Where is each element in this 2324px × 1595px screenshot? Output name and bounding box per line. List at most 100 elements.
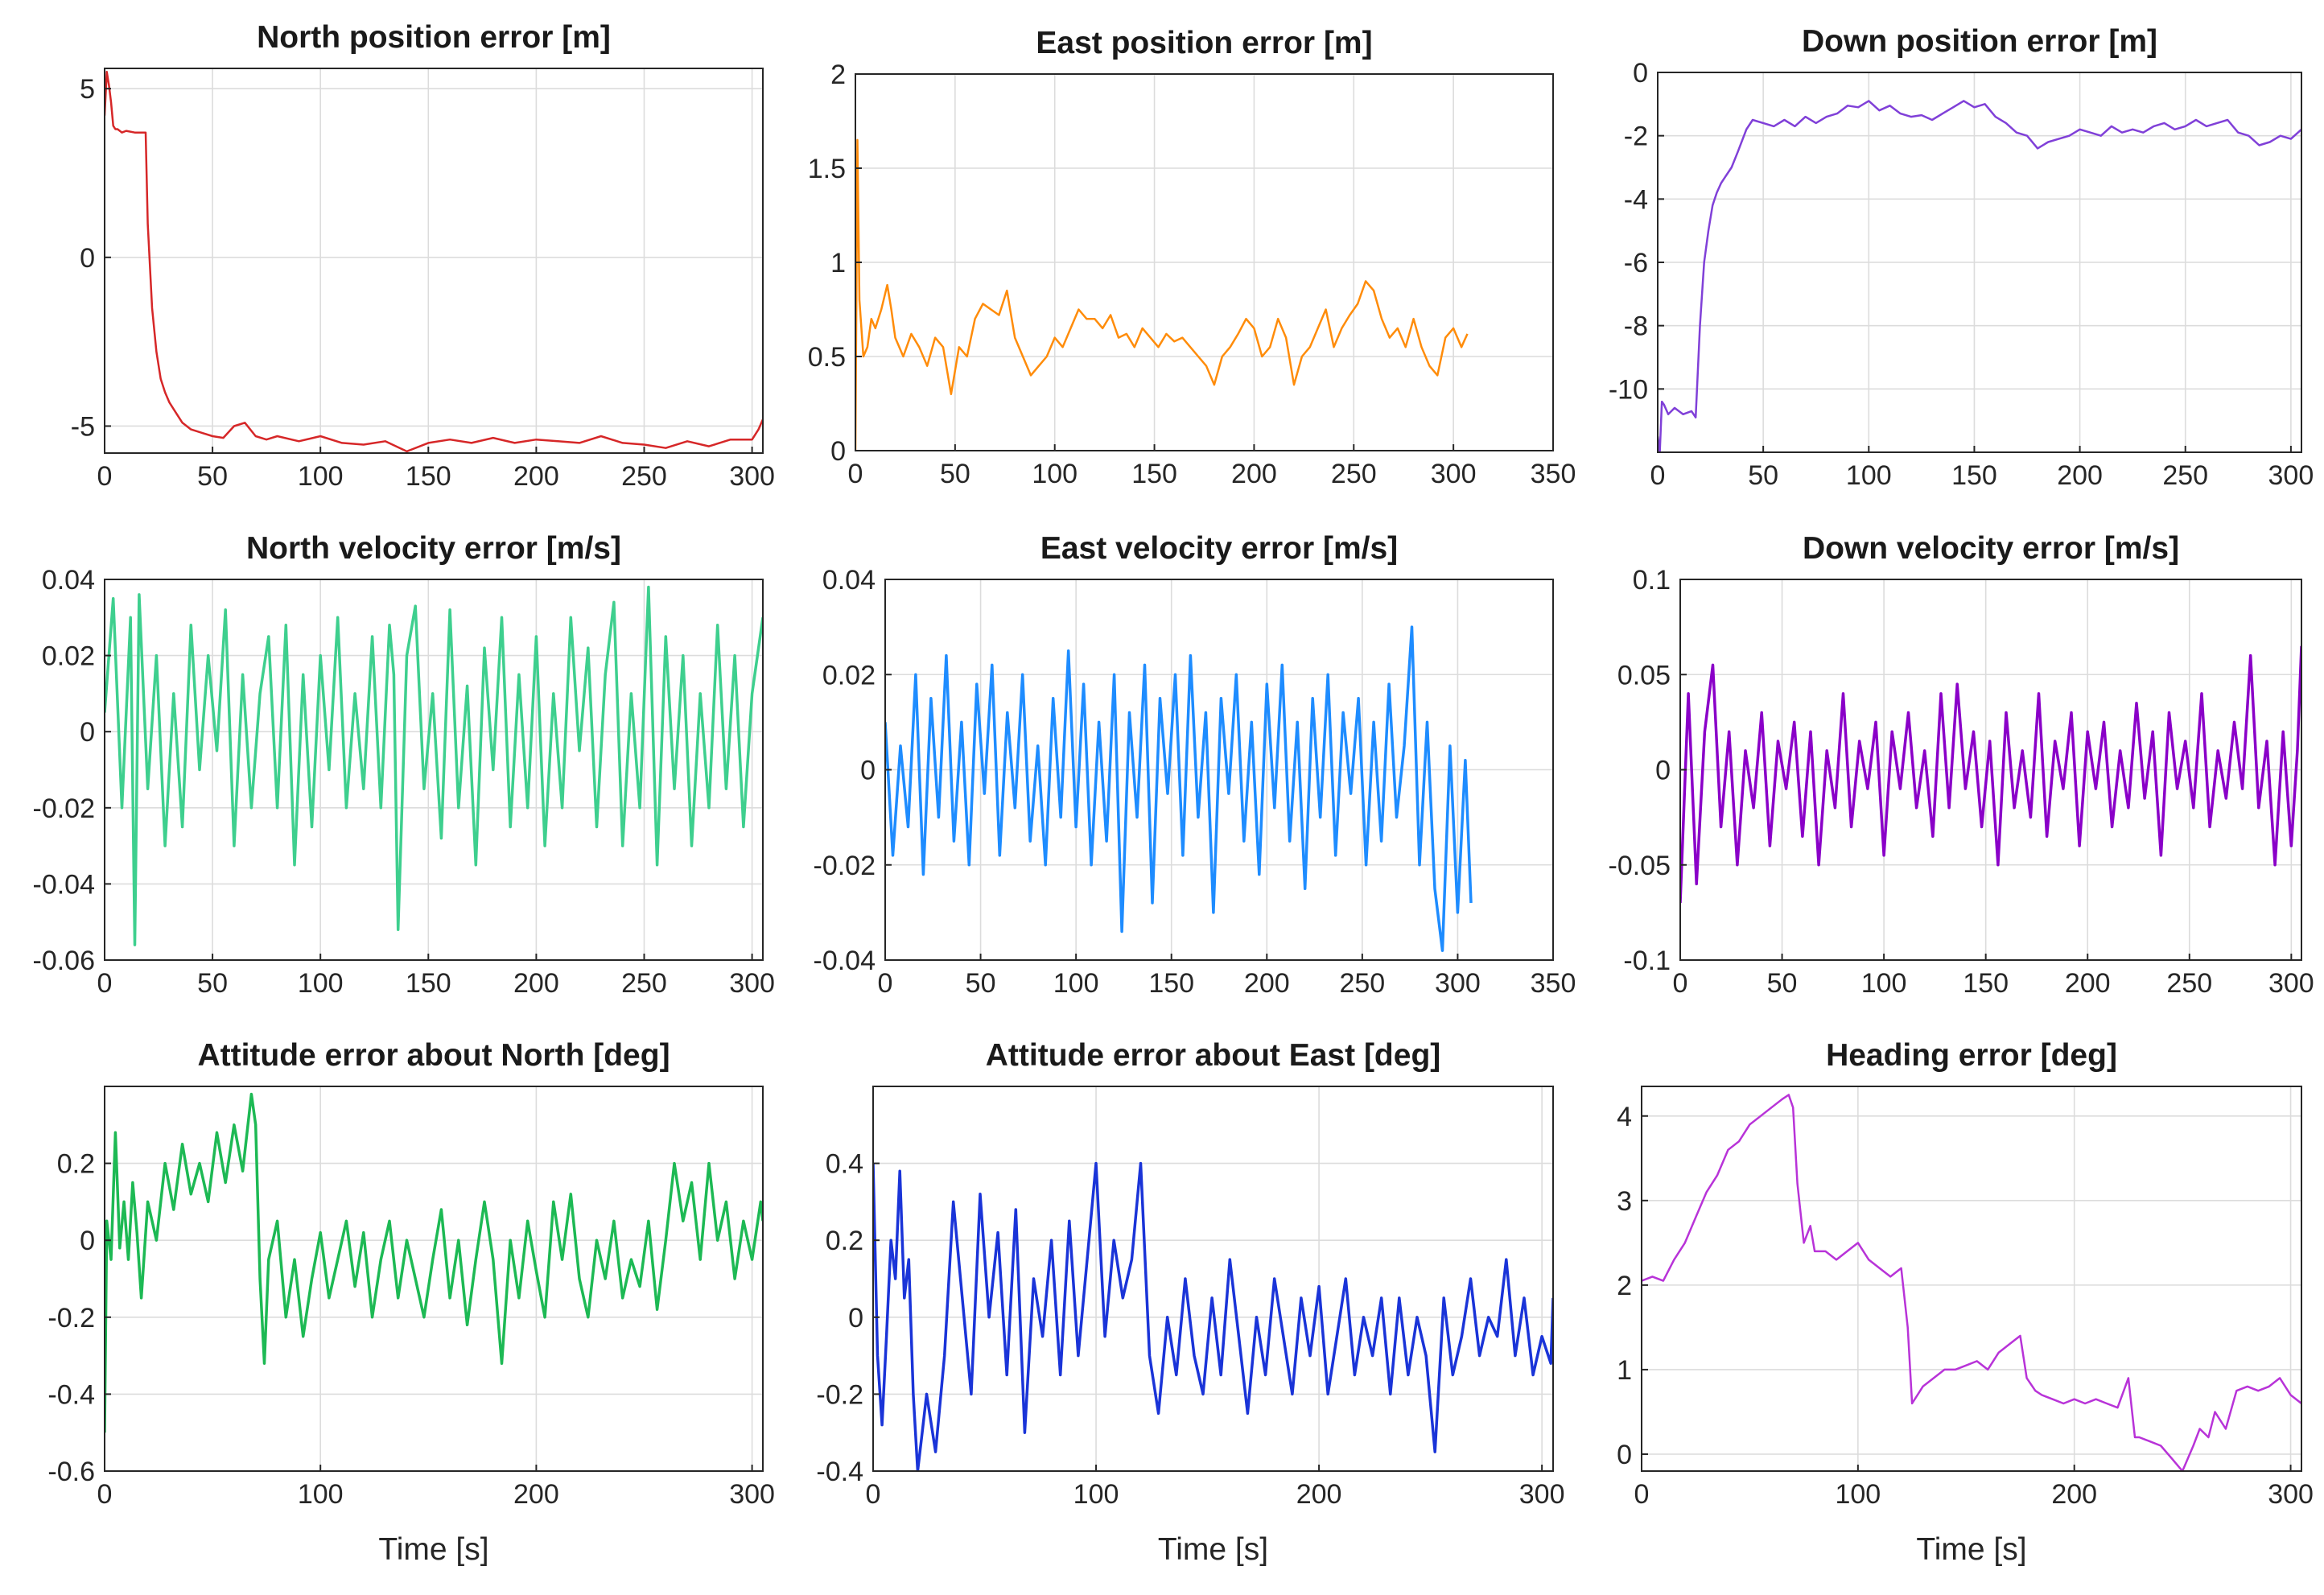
y-tick-label: 0.05 xyxy=(1617,660,1671,690)
plot-title: East velocity error [m/s] xyxy=(1040,531,1398,566)
y-tick-label: 2 xyxy=(830,60,846,90)
panel-attitude-error-north: 0 100 200 300 0.2 0 -0.2 -0.4 -0.6 Attitude error… xyxy=(47,1038,775,1567)
y-tick-label: 4 xyxy=(1617,1102,1632,1132)
series-line-north-velocity-error xyxy=(105,585,763,946)
axes-box xyxy=(872,1086,1554,1472)
y-tick-label: 0 xyxy=(1655,756,1671,786)
plot-title: North position error [m] xyxy=(257,20,611,55)
x-tick-label: 300 xyxy=(1435,968,1481,999)
x-axis-label: Time [s] xyxy=(1916,1532,2026,1567)
x-tick-label: 300 xyxy=(2268,968,2314,999)
panel-down-position-error: 0 50 100 150 200 250 300 0 -2 -4 -6 -8 -10 Down posit… xyxy=(1609,24,2314,491)
plot-title: Heading error [deg] xyxy=(1826,1038,2117,1073)
x-axis-label: Time [s] xyxy=(1158,1532,1268,1567)
x-tick-label: 350 xyxy=(1531,968,1576,999)
x-tick-label: 300 xyxy=(1519,1479,1565,1510)
y-tick-label: 0.1 xyxy=(1633,565,1671,596)
x-tick-label: 100 xyxy=(1835,1479,1881,1510)
series-line-east-velocity-error xyxy=(885,625,1473,952)
x-tick-label: 100 xyxy=(1073,1479,1119,1510)
y-tick-label: 0.4 xyxy=(826,1149,863,1180)
axes-box xyxy=(104,68,764,454)
y-tick-label: 5 xyxy=(80,74,95,105)
x-tick-label: 350 xyxy=(1531,459,1576,489)
series-line-attitude-error-about-north xyxy=(105,1092,763,1433)
x-tick-label: 300 xyxy=(729,1479,775,1510)
y-tick-label: -5 xyxy=(71,411,95,442)
y-tick-label: -4 xyxy=(1624,184,1648,215)
x-tick-label: 0 xyxy=(1634,1479,1650,1510)
x-tick-label: 150 xyxy=(1148,968,1194,999)
axes-box xyxy=(104,1086,764,1472)
x-tick-label: 300 xyxy=(1431,459,1477,489)
panel-north-velocity-error: 0 50 100 150 200 250 300 0.04 0.02 0 -0.02 -0.04 -0.… xyxy=(33,531,775,999)
x-tick-label: 200 xyxy=(2065,968,2111,999)
panel-heading-error: 0 100 200 300 4 3 2 1 0 Heading error [deg] Time [… xyxy=(1617,1038,2314,1567)
y-tick-label: 0 xyxy=(80,243,95,274)
x-tick-label: 50 xyxy=(1748,460,1778,491)
y-tick-label: -0.04 xyxy=(814,946,876,976)
series-line-east-position-error xyxy=(855,138,1469,451)
x-tick-label: 50 xyxy=(197,461,228,492)
y-tick-label: 1 xyxy=(1617,1355,1632,1386)
y-tick-label: 3 xyxy=(1617,1186,1632,1217)
y-tick-label: -0.05 xyxy=(1609,851,1671,881)
x-tick-label: 100 xyxy=(298,968,344,999)
x-tick-label: 200 xyxy=(513,461,559,492)
y-tick-label: -2 xyxy=(1624,122,1648,152)
x-tick-label: 250 xyxy=(1339,968,1385,999)
x-tick-label: 200 xyxy=(2051,1479,2097,1510)
x-tick-label: 50 xyxy=(1767,968,1798,999)
x-tick-label: 0 xyxy=(848,459,863,489)
plot-title: North velocity error [m/s] xyxy=(246,531,621,566)
x-tick-label: 200 xyxy=(1244,968,1290,999)
y-tick-label: -0.02 xyxy=(814,851,876,881)
x-tick-label: 300 xyxy=(729,968,775,999)
y-tick-label: 0.02 xyxy=(822,660,876,690)
y-tick-label: -0.2 xyxy=(816,1379,863,1410)
plot-title: Down velocity error [m/s] xyxy=(1803,531,2179,566)
x-tick-label: 200 xyxy=(1296,1479,1342,1510)
x-tick-label: 250 xyxy=(621,968,667,999)
x-tick-label: 250 xyxy=(1331,459,1377,489)
x-tick-label: 50 xyxy=(197,968,228,999)
panel-down-velocity-error: 0 50 100 150 200 250 300 0.1 0.05 0 -0.05 -0.1 Down … xyxy=(1609,531,2314,999)
y-tick-label: 0.2 xyxy=(57,1149,95,1180)
y-tick-label: 1 xyxy=(830,248,846,278)
y-tick-label: -0.6 xyxy=(47,1457,95,1487)
x-tick-label: 150 xyxy=(1963,968,2009,999)
y-tick-label: 0.04 xyxy=(822,565,876,596)
x-tick-label: 200 xyxy=(2057,460,2103,491)
y-tick-label: -0.4 xyxy=(816,1457,863,1487)
y-tick-label: -0.02 xyxy=(33,793,96,824)
axes-box xyxy=(104,579,764,961)
x-tick-label: 100 xyxy=(1846,460,1892,491)
y-tick-label: 0.04 xyxy=(42,565,95,596)
x-tick-label: 0 xyxy=(878,968,893,999)
x-tick-label: 150 xyxy=(406,461,451,492)
x-tick-label: 200 xyxy=(513,968,559,999)
x-tick-label: 300 xyxy=(2268,1479,2314,1510)
x-tick-label: 250 xyxy=(621,461,667,492)
x-tick-label: 50 xyxy=(966,968,996,999)
y-tick-label: -0.04 xyxy=(33,869,96,900)
x-tick-label: 0 xyxy=(866,1479,881,1510)
x-tick-label: 250 xyxy=(2162,460,2208,491)
series-line-down-velocity-error xyxy=(1680,645,2301,904)
plot-title: Down position error [m] xyxy=(1802,24,2157,59)
y-tick-label: 0 xyxy=(80,1226,95,1256)
x-tick-label: 100 xyxy=(1053,968,1099,999)
y-tick-label: 0 xyxy=(830,436,846,467)
plot-title: Attitude error about East [deg] xyxy=(986,1038,1441,1073)
panel-east-position-error: 0 50 100 150 200 250 300 350 0 0.5 1 1.5 2 East posit… xyxy=(808,26,1576,489)
x-tick-label: 0 xyxy=(97,968,113,999)
y-tick-label: 0 xyxy=(860,756,876,786)
axes-box xyxy=(1641,1086,2302,1472)
y-tick-label: -0.06 xyxy=(33,946,96,976)
y-tick-label: 0 xyxy=(1633,58,1648,89)
x-tick-label: 250 xyxy=(2166,968,2212,999)
y-tick-label: 0 xyxy=(848,1303,863,1333)
plot-area xyxy=(105,579,763,960)
x-tick-label: 100 xyxy=(1861,968,1907,999)
